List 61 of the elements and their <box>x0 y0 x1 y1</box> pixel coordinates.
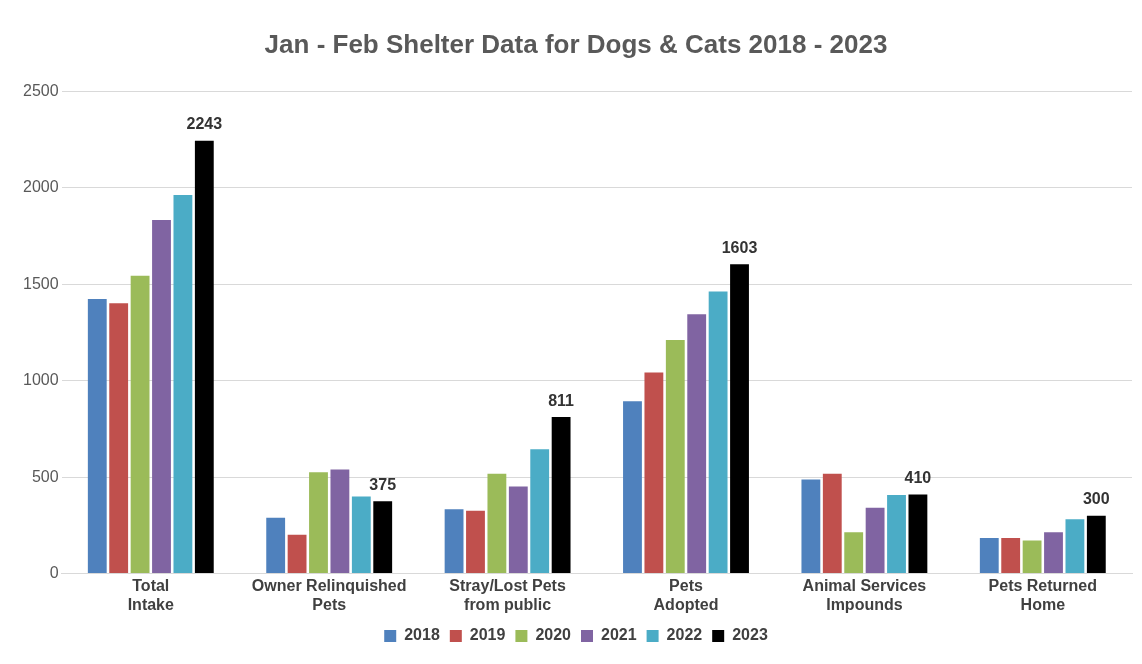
bar <box>130 275 150 574</box>
bar <box>373 501 393 574</box>
bar <box>266 517 286 574</box>
bar <box>466 510 485 574</box>
bar <box>801 479 821 574</box>
bar <box>1086 515 1106 574</box>
x-tick-label: Stray/Lost Pets from public <box>449 576 566 613</box>
y-tick-label: 0 <box>49 564 59 582</box>
y-tick-label: 500 <box>31 467 59 485</box>
bar <box>109 303 129 574</box>
x-tick-label: Owner Relinquished Pets <box>251 576 407 613</box>
data-label: 1603 <box>721 238 758 256</box>
legend-label: 2018 <box>404 626 440 644</box>
bar <box>822 473 842 574</box>
bar <box>330 469 350 574</box>
bar <box>687 314 707 574</box>
bar <box>351 496 371 574</box>
data-label: 410 <box>904 468 932 486</box>
bar <box>708 291 728 574</box>
legend-label: 2023 <box>732 626 768 644</box>
bar <box>908 494 928 574</box>
bar <box>665 339 685 574</box>
bar <box>623 401 642 574</box>
bar <box>487 473 507 574</box>
bar <box>173 195 193 574</box>
bar <box>1022 540 1042 574</box>
bar <box>194 140 214 574</box>
bar <box>530 449 550 574</box>
data-label: 300 <box>1082 490 1110 508</box>
chart-title: Jan - Feb Shelter Data for Dogs & Cats 2018 - 2023 <box>264 28 888 59</box>
bar <box>444 509 464 574</box>
bar <box>87 299 107 574</box>
data-label: 811 <box>548 391 575 409</box>
x-tick-label: Animal Services Impounds <box>802 576 927 613</box>
bar <box>1001 538 1021 574</box>
y-tick-label: 1000 <box>23 371 59 389</box>
bar <box>865 507 885 574</box>
y-tick-label: 2500 <box>23 81 59 99</box>
x-tick-label: Total Intake <box>127 576 175 613</box>
bar <box>644 372 664 574</box>
bar <box>1044 532 1063 574</box>
bar <box>730 264 749 574</box>
bar <box>551 417 571 574</box>
legend-label: 2021 <box>601 626 637 644</box>
legend-label: 2020 <box>535 626 572 644</box>
bar <box>287 534 307 574</box>
bar <box>508 486 528 574</box>
legend-label: 2019 <box>469 626 506 644</box>
y-tick-label: 1500 <box>23 274 59 292</box>
y-tick-label: 2000 <box>23 178 59 196</box>
bar <box>1065 519 1085 574</box>
x-tick-label: Pets Returned Home <box>988 576 1098 613</box>
x-tick-label: Pets Adopted <box>653 576 719 613</box>
bar <box>979 538 999 574</box>
bar <box>844 532 864 574</box>
bar <box>152 220 171 574</box>
data-label: 2243 <box>186 115 223 133</box>
bar <box>309 472 328 574</box>
bar <box>887 495 906 574</box>
data-label: 375 <box>369 475 397 493</box>
legend-label: 2022 <box>666 626 703 644</box>
